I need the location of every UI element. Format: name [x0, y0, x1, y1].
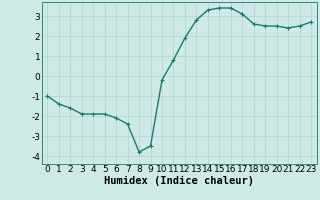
X-axis label: Humidex (Indice chaleur): Humidex (Indice chaleur) — [104, 176, 254, 186]
